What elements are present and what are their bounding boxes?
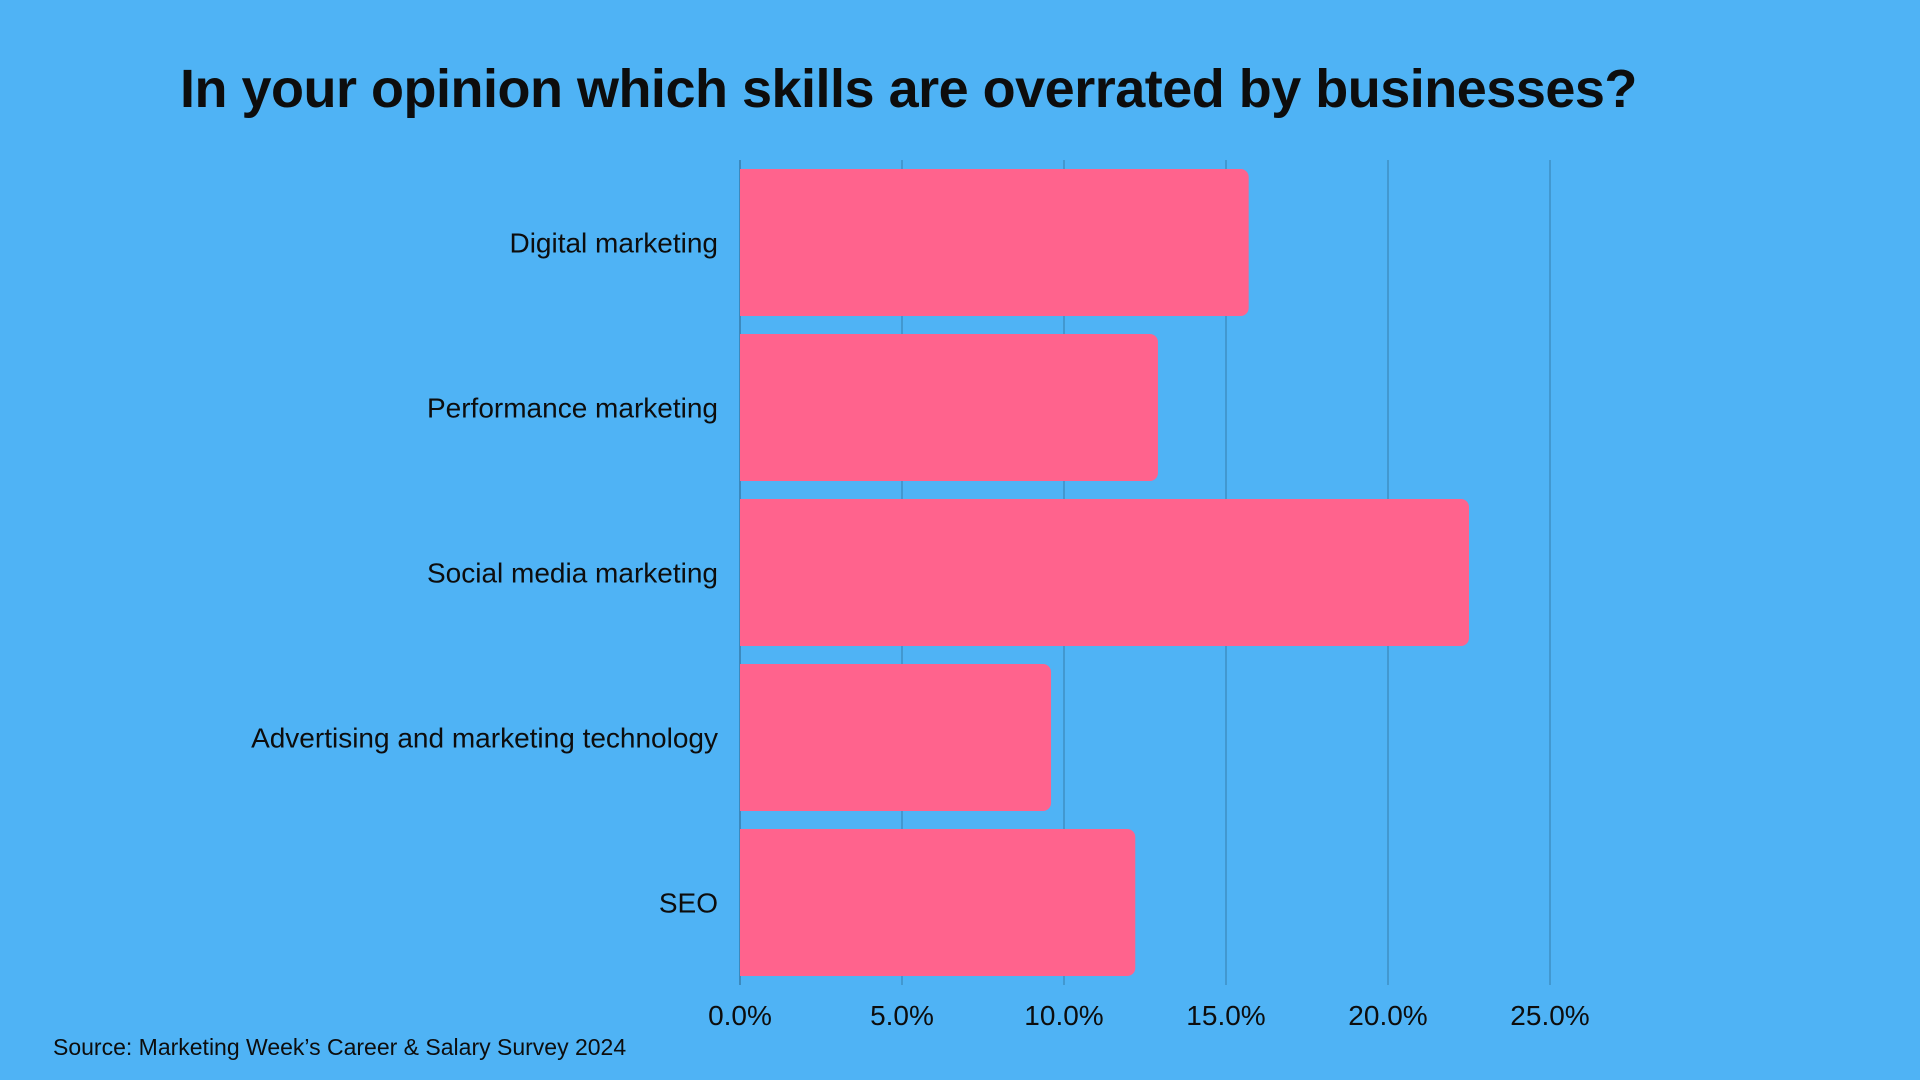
bar xyxy=(740,664,1052,811)
bar xyxy=(740,829,1136,976)
bar xyxy=(740,499,1469,646)
x-tick-label: 15.0% xyxy=(1186,1000,1265,1031)
category-label: Performance marketing xyxy=(427,393,718,424)
x-tick-label: 0.0% xyxy=(708,1000,772,1031)
category-label: Advertising and marketing technology xyxy=(251,723,718,754)
category-label: SEO xyxy=(659,888,718,919)
x-tick-label: 20.0% xyxy=(1348,1000,1427,1031)
bar xyxy=(740,334,1158,481)
source-note: Source: Marketing Week’s Career & Salary… xyxy=(53,1034,627,1060)
chart-title: In your opinion which skills are overrat… xyxy=(180,59,1637,119)
category-label: Social media marketing xyxy=(427,558,718,589)
x-tick-label: 5.0% xyxy=(870,1000,934,1031)
bar xyxy=(739,169,1249,316)
x-tick-label: 25.0% xyxy=(1510,1000,1589,1031)
x-tick-label: 10.0% xyxy=(1024,1000,1103,1031)
category-label: Digital marketing xyxy=(509,228,718,259)
